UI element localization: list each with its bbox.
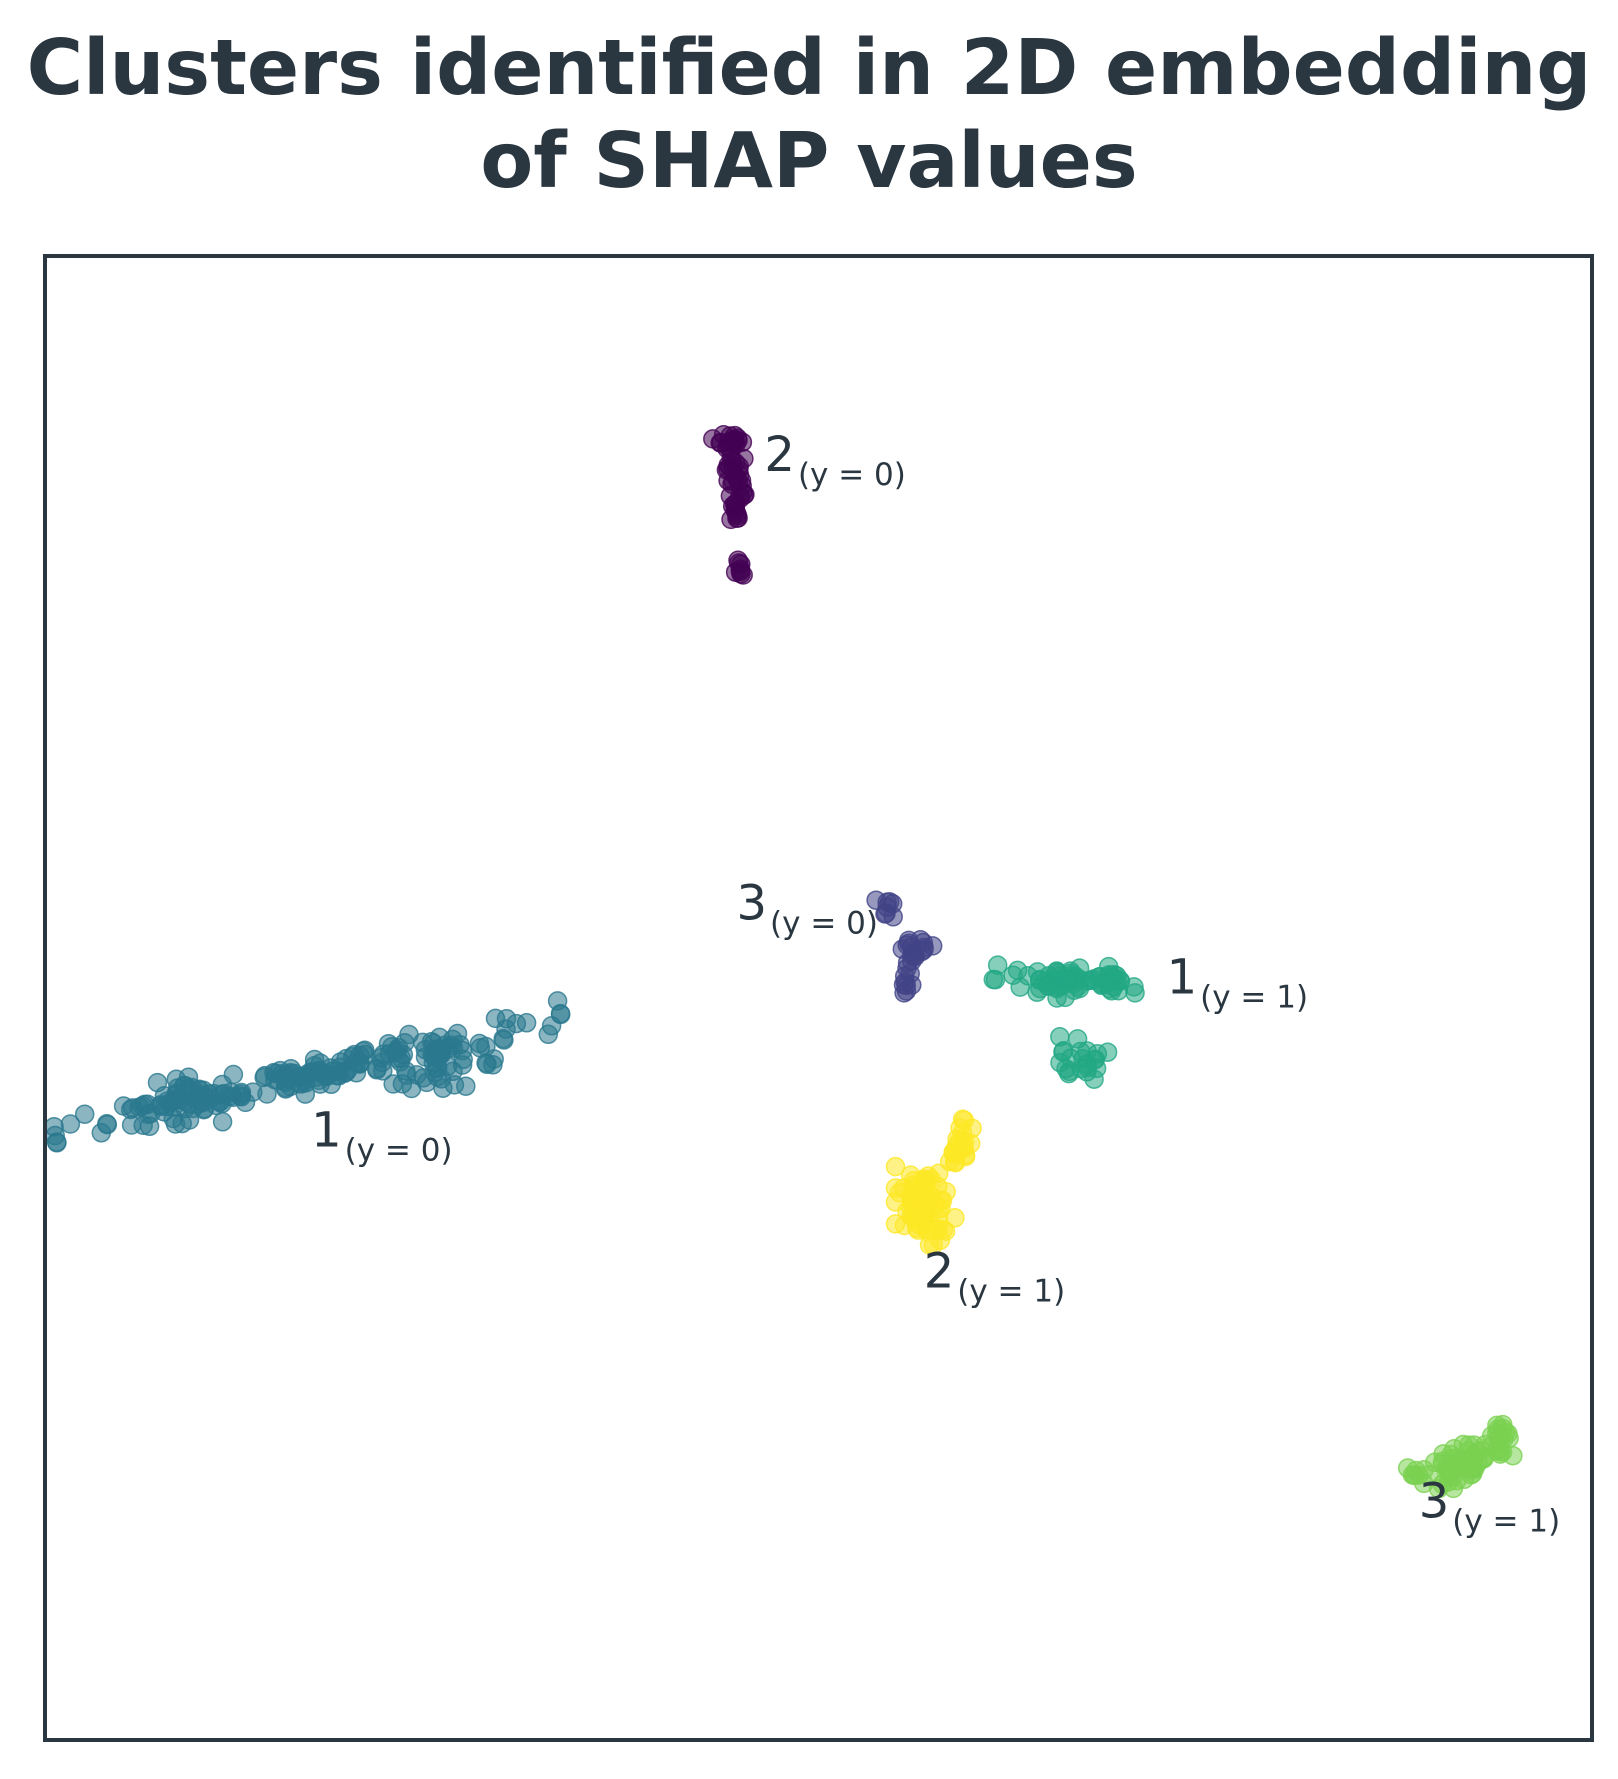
point-c2y0 [731,564,751,584]
point-c1y0 [91,1123,112,1143]
point-c2y1 [945,1208,965,1228]
point-c2y1 [932,1190,953,1211]
cluster-label-number: 1 [311,1102,342,1158]
point-c3y0 [894,966,915,986]
point-c1y0 [423,1046,444,1066]
point-c1y0 [254,1067,274,1088]
cluster-label-c3y0: 3(y = 0) [737,875,879,941]
point-c3y1 [1397,1458,1418,1478]
point-c2y1 [954,1138,974,1159]
point-c1y1 [1089,967,1109,988]
point-c2y1 [894,1215,915,1236]
point-c1y0 [483,1055,503,1075]
point-c3y1 [1428,1478,1449,1499]
point-c1y1 [1124,977,1144,997]
point-c1y0 [485,1008,506,1029]
point-c1y0 [133,1115,153,1135]
point-c2y1 [933,1219,954,1240]
point-c1y0 [330,1052,351,1072]
cluster-label-number: 2 [764,427,795,483]
points-layer [44,424,1523,1499]
point-c1y0 [122,1098,143,1118]
point-c3y0 [876,903,896,923]
point-c1y1 [1056,1058,1076,1079]
cluster-label-subscript: (y = 0) [345,1132,453,1168]
point-c1y1 [983,969,1004,990]
cluster-label-number: 3 [1419,1473,1450,1529]
point-c1y0 [212,1112,233,1132]
cluster-label-subscript: (y = 1) [1200,980,1308,1016]
cluster-label-number: 1 [1167,950,1198,1006]
cluster-label-number: 2 [924,1243,955,1299]
cluster-c1y0 [44,991,571,1153]
cluster-label-subscript: (y = 0) [770,905,878,941]
cluster-c1y1 [983,955,1145,1089]
cluster-c2y0 [703,424,755,585]
point-c1y0 [275,1077,296,1098]
point-c3y0 [894,983,914,1003]
point-c1y0 [391,1048,411,1068]
point-c2y1 [889,1182,910,1203]
point-c1y1 [1068,976,1088,997]
cluster-label-c2y1: 2(y = 1) [924,1243,1065,1309]
cluster-label-c3y1: 3(y = 1) [1419,1473,1561,1539]
point-c1y0 [60,1114,81,1134]
point-c3y1 [1495,1422,1516,1443]
point-c1y1 [1039,976,1059,996]
point-c1y0 [147,1072,168,1093]
point-c1y1 [1053,1042,1073,1062]
point-c1y1 [1084,1069,1104,1089]
cluster-label-c1y0: 1(y = 0) [311,1102,453,1168]
labels-layer: 2(y = 0)3(y = 0)1(y = 0)1(y = 1)2(y = 1)… [311,427,1560,1539]
cluster-c2y1 [885,1109,982,1255]
point-c1y0 [397,1065,417,1085]
chart-title-line-2: of SHAP values [480,117,1138,206]
point-c1y0 [166,1069,187,1090]
point-c1y0 [235,1092,256,1113]
chart-title: Clusters identified in 2D embedding of S… [0,22,1618,208]
cluster-label-subscript: (y = 1) [957,1273,1065,1309]
point-c2y0 [718,458,738,479]
point-c3y1 [1454,1469,1474,1490]
point-c2y1 [885,1156,906,1177]
point-c1y0 [309,1070,329,1091]
point-c1y0 [506,1013,527,1034]
point-c3y1 [1486,1441,1507,1461]
point-c3y1 [1438,1462,1459,1482]
chart-title-line-1: Clusters identified in 2D embedding [26,24,1592,113]
point-c1y0 [210,1091,231,1112]
cluster-c3y1 [1397,1414,1523,1499]
point-c1y0 [494,1030,514,1050]
point-c2y1 [923,1235,944,1255]
point-c1y0 [45,1125,65,1146]
point-c1y0 [443,1061,463,1082]
point-c1y0 [355,1044,375,1065]
point-c1y0 [538,1024,559,1045]
cluster-label-c1y1: 1(y = 1) [1167,950,1309,1016]
cluster-label-subscript: (y = 1) [1452,1503,1560,1539]
point-c1y0 [550,1004,571,1025]
point-c1y0 [383,1074,403,1094]
point-c3y1 [1453,1434,1474,1455]
cluster-c3y0 [866,890,943,1003]
point-c2y1 [913,1205,934,1225]
point-c1y0 [373,1044,394,1064]
point-c1y0 [74,1104,95,1124]
point-c1y0 [157,1091,177,1111]
point-c1y0 [223,1064,244,1085]
plot-frame [43,254,1594,1742]
cluster-label-subscript: (y = 0) [798,457,906,493]
point-c1y1 [1087,1044,1108,1064]
point-c2y0 [721,509,741,530]
point-c3y0 [905,946,926,967]
cluster-label-number: 3 [737,875,768,931]
cluster-label-c2y0: 2(y = 0) [764,427,906,493]
